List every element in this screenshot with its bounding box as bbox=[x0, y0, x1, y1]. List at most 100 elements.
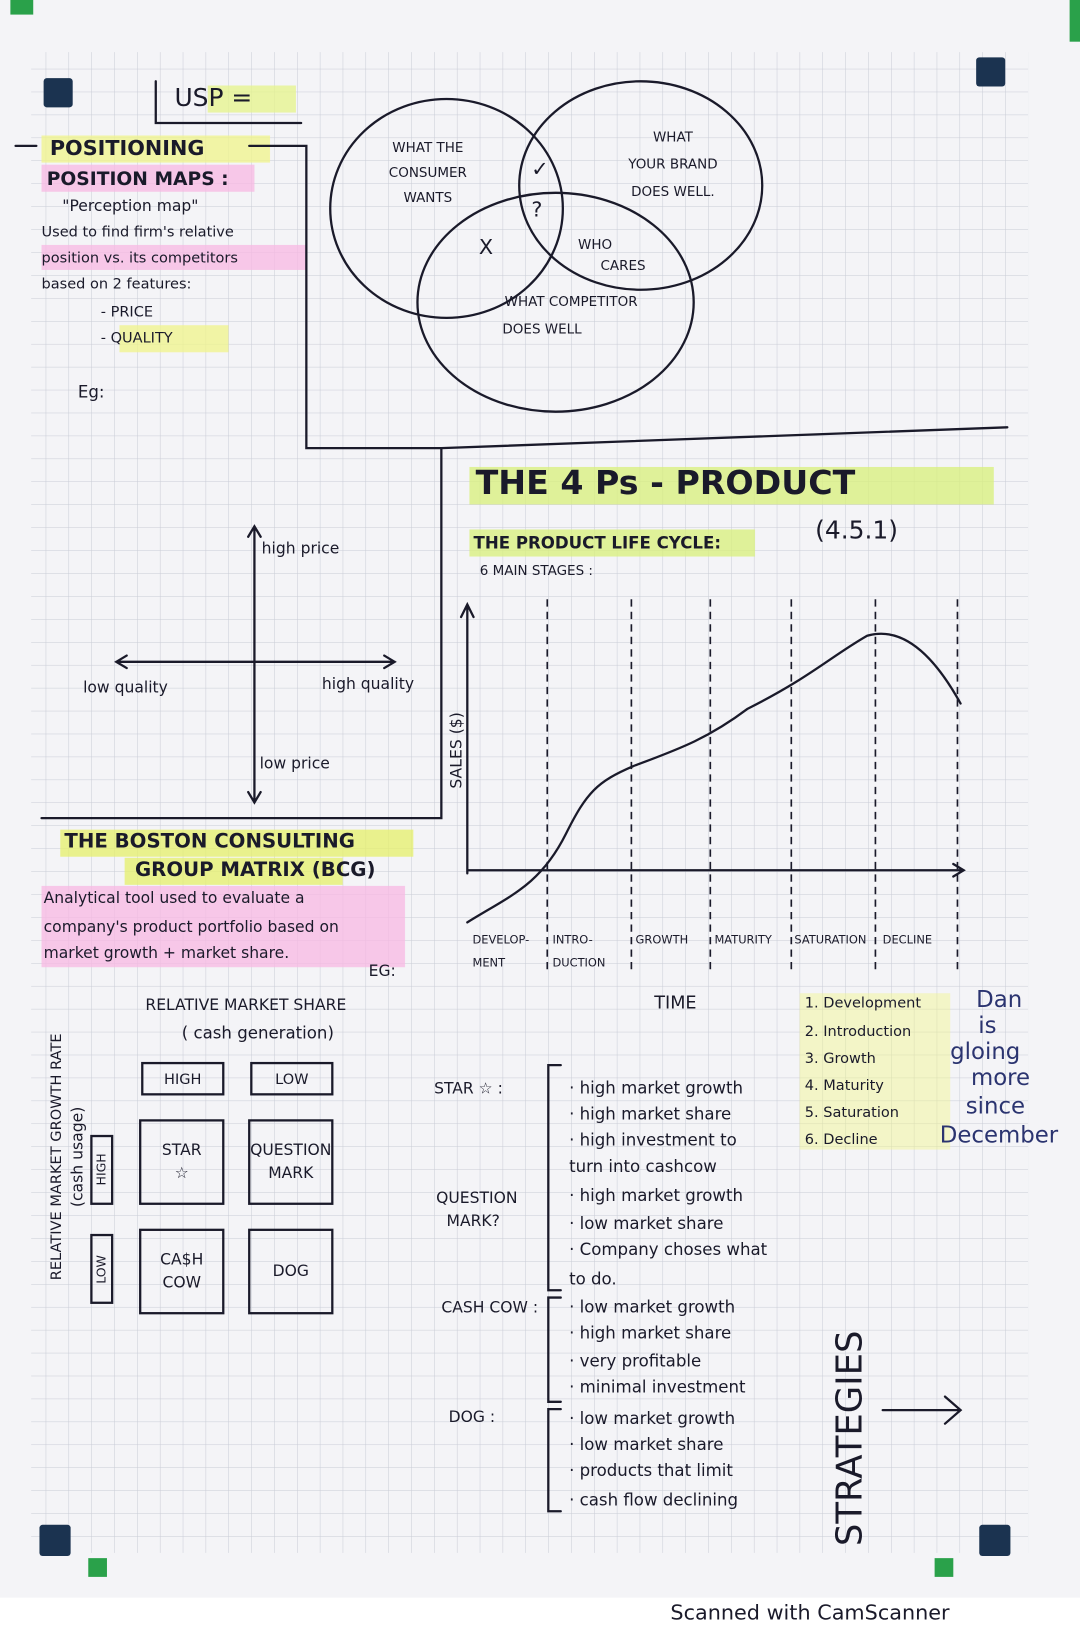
note-text: company's product portfolio based on bbox=[44, 918, 339, 936]
matrix-cell: DOG bbox=[273, 1262, 309, 1280]
list-item: 1. Development bbox=[805, 995, 922, 1012]
venn-label: WHAT COMPETITOR bbox=[505, 294, 638, 310]
map-label: low price bbox=[260, 754, 330, 772]
strategy-point: · low market share bbox=[569, 1435, 723, 1454]
section-title: THE BOSTON CONSULTING bbox=[64, 830, 355, 853]
note-text: position vs. its competitors bbox=[42, 249, 238, 266]
matrix-cell: MARK bbox=[268, 1164, 314, 1182]
venn-label: WHAT THE bbox=[392, 140, 463, 156]
matrix-cell: COW bbox=[162, 1273, 201, 1291]
note-text: more bbox=[971, 1065, 1030, 1091]
strategy-label: MARK? bbox=[447, 1212, 500, 1230]
axis-label: (cash usage) bbox=[68, 1107, 86, 1208]
plc-chart bbox=[459, 599, 966, 975]
bcg-matrix bbox=[90, 1061, 334, 1315]
strategy-label: CASH COW : bbox=[441, 1298, 538, 1316]
list-item: 4. Maturity bbox=[805, 1077, 884, 1094]
venn-mark: ? bbox=[531, 198, 542, 222]
note-text: "Perception map" bbox=[62, 197, 198, 215]
highlights bbox=[41, 85, 994, 1150]
strategy-point: · Company choses what bbox=[569, 1240, 768, 1259]
note-text: EG: bbox=[369, 962, 396, 980]
stage-label: GROWTH bbox=[636, 933, 689, 947]
note-text: December bbox=[940, 1123, 1059, 1149]
stage-label: DUCTION bbox=[552, 956, 605, 970]
strategy-point: · high market share bbox=[569, 1324, 731, 1343]
usp-label: USP = bbox=[174, 83, 252, 112]
axis-label: RELATIVE MARKET GROWTH RATE bbox=[48, 1033, 65, 1280]
note-text: Used to find firm's relative bbox=[42, 223, 234, 240]
venn-label: DOES WELL bbox=[502, 321, 582, 337]
note-text: gloing bbox=[950, 1039, 1020, 1065]
note-text: market growth + market share. bbox=[44, 944, 290, 962]
matrix-cell: ☆ bbox=[175, 1164, 189, 1182]
venn-label: CARES bbox=[601, 258, 646, 274]
strategy-point: · cash flow declining bbox=[569, 1490, 738, 1509]
stage-label: DECLINE bbox=[883, 933, 932, 947]
strategy-point: · very profitable bbox=[569, 1352, 701, 1371]
row-label: LOW bbox=[93, 1255, 108, 1284]
section-subtitle: POSITION MAPS : bbox=[47, 169, 229, 190]
note-text: - QUALITY bbox=[101, 330, 173, 347]
venn-label: WHAT bbox=[653, 130, 694, 146]
matrix-cell: STAR bbox=[162, 1141, 202, 1159]
list-item: 2. Introduction bbox=[805, 1023, 911, 1040]
stage-label: SATURATION bbox=[794, 933, 866, 947]
note-text: since bbox=[966, 1093, 1025, 1119]
corner-marks bbox=[10, 0, 1080, 1577]
list-item: 6. Decline bbox=[805, 1131, 878, 1148]
axis-label: RELATIVE MARKET SHARE bbox=[145, 996, 346, 1014]
footer: Scanned with CamScanner bbox=[670, 1600, 950, 1624]
stage-label: MATURITY bbox=[714, 933, 772, 947]
matrix-cell: QUESTION bbox=[250, 1141, 331, 1159]
section-lines bbox=[14, 80, 1009, 820]
section-title: GROUP MATRIX (BCG) bbox=[135, 858, 376, 881]
venn-label: YOUR BRAND bbox=[627, 157, 717, 173]
venn-diagram bbox=[329, 80, 764, 413]
venn-mark: ✓ bbox=[531, 157, 548, 181]
list-item: 3. Growth bbox=[805, 1050, 876, 1067]
note-text: Dan bbox=[976, 987, 1022, 1013]
map-label: low quality bbox=[83, 678, 168, 696]
venn-label: WANTS bbox=[403, 190, 452, 206]
strategy-point: to do. bbox=[569, 1269, 617, 1288]
venn-label: DOES WELL. bbox=[631, 184, 715, 200]
section-subtitle: THE PRODUCT LIFE CYCLE: bbox=[474, 534, 721, 553]
brackets bbox=[547, 1064, 963, 1513]
axis-label: ( cash generation) bbox=[182, 1023, 334, 1042]
strategy-point: · products that limit bbox=[569, 1461, 733, 1480]
strategy-point: · high market growth bbox=[569, 1186, 743, 1205]
note-text: Analytical tool used to evaluate a bbox=[44, 889, 305, 907]
stage-label: INTRO- bbox=[552, 933, 592, 947]
axis-label: TIME bbox=[653, 994, 696, 1014]
strategy-point: turn into cashcow bbox=[569, 1157, 717, 1176]
note-text: based on 2 features: bbox=[42, 276, 192, 293]
stage-label: DEVELOP- bbox=[472, 933, 529, 947]
section-title: THE 4 Ps - PRODUCT bbox=[476, 463, 856, 502]
column-label: LOW bbox=[275, 1071, 308, 1088]
venn-mark: X bbox=[479, 235, 493, 259]
map-label: high price bbox=[262, 540, 340, 558]
map-label: high quality bbox=[322, 675, 414, 693]
note-text: (4.5.1) bbox=[815, 516, 898, 545]
row-label: HIGH bbox=[93, 1153, 108, 1185]
venn-label: WHO bbox=[578, 237, 612, 253]
note-text: Eg: bbox=[78, 382, 105, 401]
strategy-label: DOG : bbox=[449, 1408, 495, 1426]
axis-label: SALES ($) bbox=[447, 712, 465, 788]
matrix-cell: CA$H bbox=[160, 1251, 203, 1269]
list-item: 5. Saturation bbox=[805, 1104, 899, 1121]
strategy-point: · high market growth bbox=[569, 1079, 743, 1098]
grid bbox=[31, 52, 1029, 1553]
strategy-point: · high market share bbox=[569, 1105, 731, 1124]
note-text: - PRICE bbox=[101, 304, 153, 321]
strategy-label: STAR ☆ : bbox=[434, 1080, 503, 1098]
stage-label: MENT bbox=[472, 956, 506, 970]
note-text: 6 MAIN STAGES : bbox=[480, 563, 593, 579]
section-title: POSITIONING bbox=[50, 136, 205, 160]
note-text: is bbox=[978, 1013, 996, 1039]
strategy-point: · minimal investment bbox=[569, 1378, 746, 1397]
strategy-point: · high investment to bbox=[569, 1131, 737, 1150]
strategy-point: · low market share bbox=[569, 1214, 723, 1233]
